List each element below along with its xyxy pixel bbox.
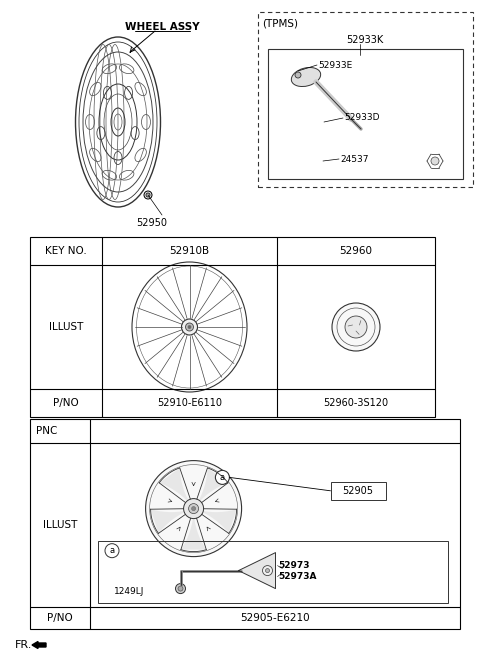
Circle shape xyxy=(263,566,273,576)
Text: 52973: 52973 xyxy=(278,561,310,570)
Text: 52905-E6210: 52905-E6210 xyxy=(240,613,310,623)
Text: FR.: FR. xyxy=(15,640,32,650)
Circle shape xyxy=(295,72,301,78)
Text: 52933K: 52933K xyxy=(347,35,384,45)
Text: P/NO: P/NO xyxy=(53,398,79,408)
Polygon shape xyxy=(199,468,228,501)
Text: ILLUST: ILLUST xyxy=(43,520,77,530)
Text: a: a xyxy=(109,546,115,555)
Circle shape xyxy=(189,504,199,514)
Circle shape xyxy=(145,461,241,556)
Text: 52933D: 52933D xyxy=(344,114,380,122)
Circle shape xyxy=(178,586,183,591)
Text: WHEEL ASSY: WHEEL ASSY xyxy=(125,22,199,32)
Circle shape xyxy=(176,583,185,593)
Text: 52905: 52905 xyxy=(342,486,373,496)
Ellipse shape xyxy=(291,68,321,87)
Circle shape xyxy=(431,157,439,165)
Text: P/NO: P/NO xyxy=(47,613,73,623)
Circle shape xyxy=(185,323,193,331)
Polygon shape xyxy=(151,509,184,533)
Text: 52950: 52950 xyxy=(136,218,168,228)
Circle shape xyxy=(184,499,204,518)
Circle shape xyxy=(192,507,196,510)
Text: 52933E: 52933E xyxy=(318,60,352,70)
Text: 52973A: 52973A xyxy=(278,572,317,581)
Circle shape xyxy=(265,568,269,573)
Circle shape xyxy=(345,316,367,338)
Text: 52910-E6110: 52910-E6110 xyxy=(157,398,222,408)
Circle shape xyxy=(188,325,191,328)
Polygon shape xyxy=(181,518,206,550)
Text: 52960: 52960 xyxy=(339,246,372,256)
Text: 1249LJ: 1249LJ xyxy=(114,587,144,595)
Text: 52960-3S120: 52960-3S120 xyxy=(324,398,389,408)
Circle shape xyxy=(105,544,119,558)
Bar xyxy=(331,482,385,500)
Text: PNC: PNC xyxy=(36,426,58,436)
Bar xyxy=(258,12,473,187)
Bar xyxy=(30,237,435,417)
Bar xyxy=(98,541,448,603)
Text: a: a xyxy=(220,473,225,482)
Bar xyxy=(268,49,463,179)
Text: (TPMS): (TPMS) xyxy=(262,19,298,29)
Text: ILLUST: ILLUST xyxy=(49,322,83,332)
Bar xyxy=(30,419,460,629)
Text: 52910B: 52910B xyxy=(169,246,210,256)
FancyArrow shape xyxy=(32,641,46,648)
Circle shape xyxy=(332,303,380,351)
Circle shape xyxy=(181,319,197,335)
Text: 24537: 24537 xyxy=(340,154,369,164)
Circle shape xyxy=(146,193,150,197)
Polygon shape xyxy=(203,509,237,533)
Polygon shape xyxy=(159,468,188,501)
Text: KEY NO.: KEY NO. xyxy=(45,246,87,256)
Circle shape xyxy=(144,191,152,199)
Polygon shape xyxy=(239,553,276,589)
Circle shape xyxy=(216,470,229,484)
